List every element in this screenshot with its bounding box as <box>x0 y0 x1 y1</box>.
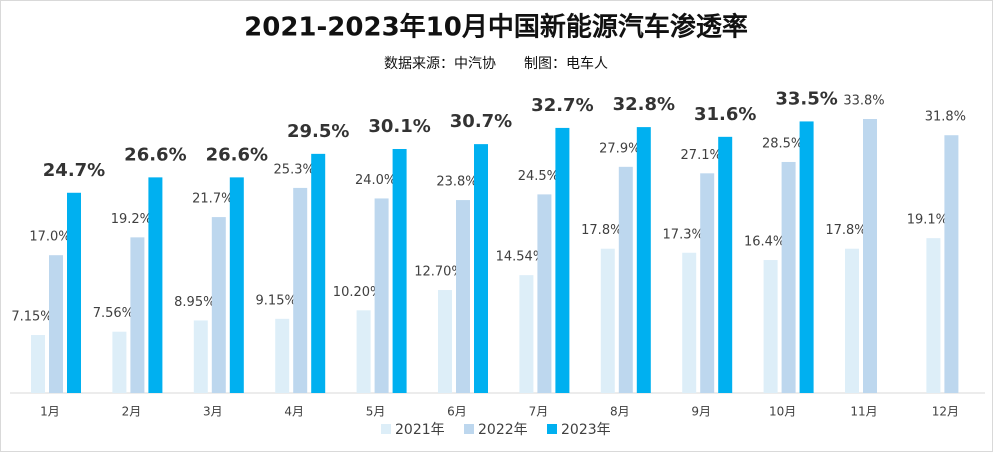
bar <box>926 238 941 393</box>
bar <box>799 121 814 394</box>
bar <box>682 252 697 393</box>
value-label: 24.7% <box>43 160 105 181</box>
value-label: 9.15% <box>256 293 297 308</box>
value-label: 17.8% <box>581 223 622 238</box>
bar <box>211 217 226 393</box>
legend-label: 2022年 <box>478 422 528 438</box>
value-label: 27.9% <box>599 141 640 156</box>
value-label: 23.8% <box>436 175 477 190</box>
legend-label: 2021年 <box>395 422 445 438</box>
value-label: 30.7% <box>450 111 512 132</box>
bar <box>438 290 452 393</box>
x-tick-label: 12月 <box>932 405 959 419</box>
bar <box>456 200 470 393</box>
value-label: 30.1% <box>368 116 430 137</box>
chart-subtitle: 数据来源：中汽协 制图：电车人 <box>384 55 608 72</box>
chart-title: 2021-2023年10月中国新能源汽车渗透率 <box>244 12 748 43</box>
value-label: 24.5% <box>518 169 559 184</box>
bar <box>31 335 45 393</box>
value-label: 33.8% <box>843 94 884 109</box>
value-label: 32.8% <box>613 94 675 115</box>
bar <box>618 166 633 393</box>
value-label: 29.5% <box>287 121 349 142</box>
x-tick-label: 2月 <box>122 405 142 419</box>
value-label: 27.1% <box>681 148 722 163</box>
value-label: 17.3% <box>663 227 704 242</box>
bar <box>781 161 796 393</box>
bar <box>474 144 488 393</box>
legend-swatch <box>381 424 391 434</box>
bar <box>944 135 959 393</box>
value-label: 21.7% <box>192 192 233 207</box>
x-tick-label: 6月 <box>447 405 467 419</box>
value-label: 33.5% <box>775 88 837 109</box>
legend-label: 2023年 <box>561 422 611 438</box>
bar <box>636 127 651 393</box>
value-label: 26.6% <box>124 144 186 165</box>
x-tick-label: 5月 <box>366 405 386 419</box>
legend-swatch <box>464 424 474 434</box>
x-tick-label: 4月 <box>284 405 304 419</box>
bar <box>148 177 163 393</box>
bar <box>356 310 371 393</box>
legend-swatch <box>547 424 557 434</box>
bar <box>112 331 127 393</box>
bar <box>700 173 715 393</box>
value-label: 16.4% <box>744 235 785 250</box>
bar <box>600 248 615 393</box>
value-label: 14.54% <box>496 250 546 265</box>
bar <box>193 320 208 393</box>
value-label: 32.7% <box>531 95 593 116</box>
value-label: 12.70% <box>414 265 464 280</box>
bar <box>519 275 534 393</box>
bar <box>130 237 145 393</box>
value-label: 8.95% <box>174 295 215 310</box>
value-label: 24.0% <box>355 173 396 188</box>
value-label: 7.15% <box>11 310 52 325</box>
x-tick-label: 8月 <box>610 405 630 419</box>
value-label: 10.20% <box>333 285 383 300</box>
bar <box>311 153 326 393</box>
bar <box>229 177 244 393</box>
x-tick-label: 7月 <box>529 405 549 419</box>
x-tick-label: 3月 <box>203 405 223 419</box>
bar <box>763 260 778 393</box>
value-label: 31.6% <box>694 104 756 125</box>
bar <box>67 192 81 393</box>
value-label: 7.56% <box>93 306 134 321</box>
value-label: 28.5% <box>762 136 803 151</box>
x-tick-label: 1月 <box>40 405 60 419</box>
value-label: 25.3% <box>274 162 315 177</box>
x-tick-label: 9月 <box>691 405 711 419</box>
bar <box>49 255 63 393</box>
bar <box>392 148 407 393</box>
bar <box>275 318 290 393</box>
bar <box>863 119 877 393</box>
bar <box>374 198 389 393</box>
value-label: 26.6% <box>206 144 268 165</box>
value-label: 19.2% <box>111 212 152 227</box>
value-label: 31.8% <box>925 110 966 125</box>
value-label: 17.0% <box>29 230 70 245</box>
x-tick-label: 11月 <box>850 405 877 419</box>
x-tick-label: 10月 <box>769 405 796 419</box>
bar <box>555 127 570 393</box>
value-label: 17.8% <box>825 223 866 238</box>
bar <box>718 136 733 393</box>
bar <box>537 194 552 393</box>
value-label: 19.1% <box>907 213 948 228</box>
bar <box>293 187 308 393</box>
bar <box>845 248 859 393</box>
